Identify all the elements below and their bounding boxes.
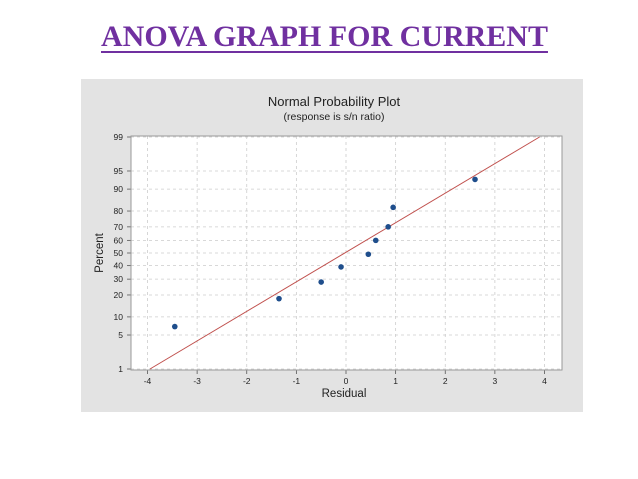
- plot-area: [131, 136, 562, 370]
- data-point: [365, 251, 372, 258]
- y-axis-label: Percent: [94, 232, 106, 272]
- data-point: [372, 237, 379, 244]
- x-tick-label: -1: [293, 376, 301, 386]
- chart-subtitle: (response is s/n ratio): [284, 111, 385, 123]
- x-tick-label: -3: [193, 376, 201, 386]
- data-point: [171, 323, 178, 330]
- data-point: [338, 264, 344, 270]
- y-tick-label: 90: [114, 184, 124, 194]
- data-point: [318, 279, 324, 285]
- data-point: [472, 176, 478, 183]
- y-tick-label: 40: [114, 261, 124, 271]
- y-tick-label: 30: [114, 274, 124, 284]
- x-axis-label: Residual: [322, 388, 367, 400]
- data-point: [390, 204, 396, 211]
- fit-line: [149, 136, 540, 370]
- grid: [127, 136, 562, 374]
- tick-labels: -4 -3 -2 -1 0 1 2 3 4 1 5 10 20 30 40 50 60 70 80 90 95 99: [114, 132, 548, 386]
- y-tick-label: 60: [114, 235, 124, 245]
- x-tick-label: 3: [493, 376, 498, 386]
- x-tick-label: 1: [393, 376, 398, 386]
- y-tick-label: 99: [114, 132, 124, 142]
- data-point: [385, 224, 391, 230]
- x-tick-label: 0: [344, 376, 349, 386]
- y-tick-label: 95: [114, 166, 124, 176]
- data-point: [276, 295, 282, 302]
- chart-title: Normal Probability Plot: [268, 94, 401, 109]
- x-tick-label: -2: [243, 376, 251, 386]
- plot-border: [130, 135, 563, 371]
- x-tick-label: -4: [144, 376, 152, 386]
- x-tick-label: 4: [542, 376, 547, 386]
- y-tick-label: 5: [118, 330, 123, 340]
- normal-probability-plot: -4 -3 -2 -1 0 1 2 3 4 1 5 10 20 30 40 50 60 70 80 90 95 99 No…: [94, 94, 563, 400]
- y-tick-label: 70: [114, 222, 124, 232]
- y-tick-label: 80: [114, 206, 124, 216]
- y-tick-label: 50: [114, 248, 124, 258]
- y-tick-label: 1: [118, 364, 123, 374]
- data-points: [171, 176, 478, 330]
- chart-frame: -4 -3 -2 -1 0 1 2 3 4 1 5 10 20 30 40 50 60 70 80 90 95 99 No…: [81, 79, 583, 412]
- slide-title: ANOVA GRAPH FOR CURRENT: [101, 20, 548, 53]
- y-tick-label: 20: [114, 290, 124, 300]
- x-tick-label: 2: [443, 376, 448, 386]
- y-tick-label: 10: [114, 312, 124, 322]
